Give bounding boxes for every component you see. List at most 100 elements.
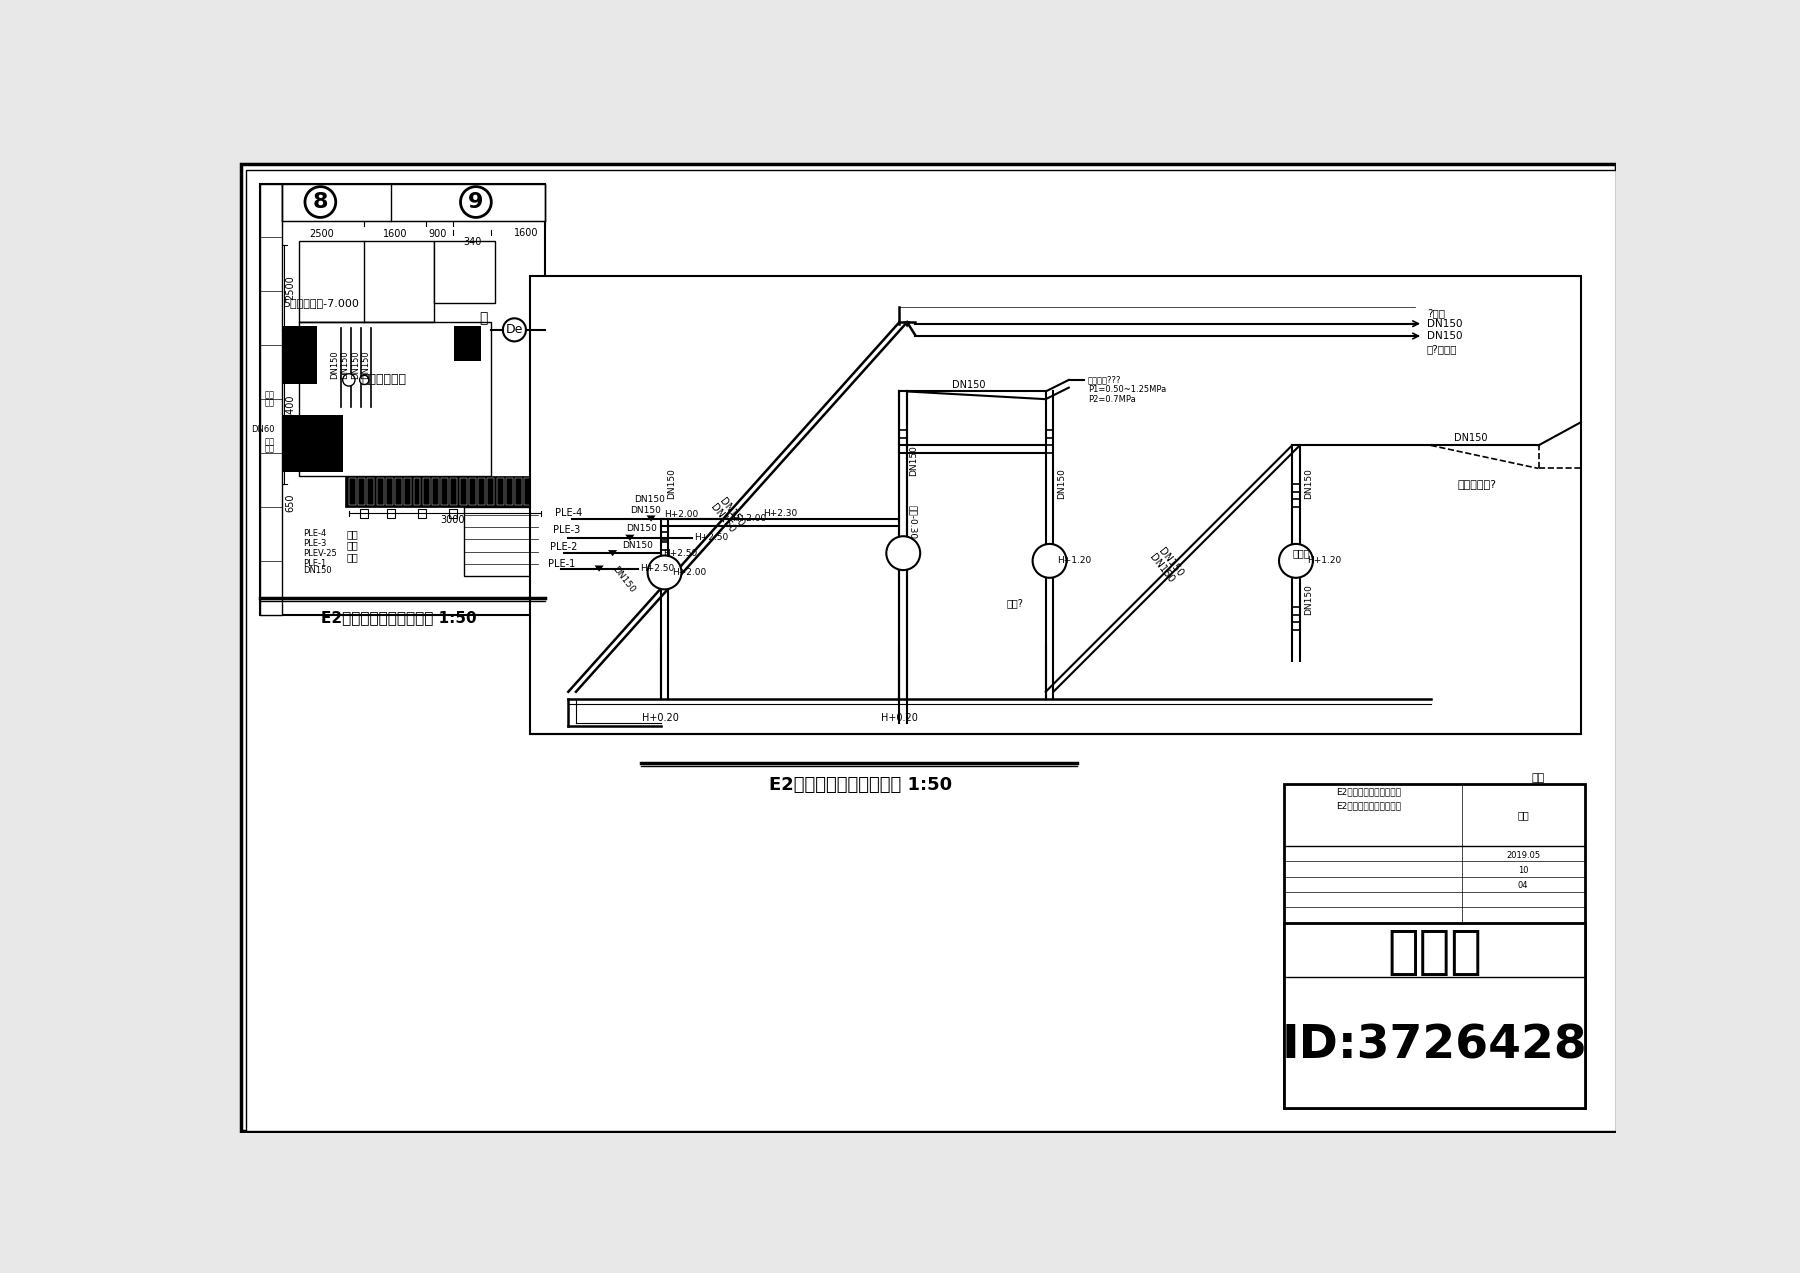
Text: 库: 库 (479, 312, 488, 326)
Text: 欧模网: 欧模网 (1094, 232, 1136, 251)
Text: 2500: 2500 (310, 229, 335, 239)
Bar (1285, 923, 1584, 1108)
Text: 排水: 排水 (265, 398, 274, 407)
Text: DN150: DN150 (707, 503, 736, 535)
Text: H+1.20: H+1.20 (1307, 556, 1341, 565)
Text: PLE-1: PLE-1 (547, 559, 576, 569)
Text: www.om.cn: www.om.cn (547, 554, 619, 568)
Text: DN150: DN150 (909, 446, 918, 476)
Text: E2楼湿式报警阀间平面图 1:50: E2楼湿式报警阀间平面图 1:50 (320, 610, 477, 625)
Text: 340: 340 (463, 238, 481, 247)
Text: ID:3726428: ID:3726428 (1282, 1023, 1588, 1068)
Bar (367, 477, 374, 505)
Circle shape (304, 187, 337, 218)
Text: 厕所: 厕所 (265, 437, 274, 446)
Circle shape (461, 187, 491, 218)
Circle shape (648, 555, 682, 589)
Bar (387, 508, 394, 518)
Bar (529, 276, 1580, 735)
Text: 欧模网: 欧模网 (1094, 743, 1136, 764)
Text: H+1.20: H+1.20 (1057, 556, 1091, 565)
Bar (405, 477, 410, 505)
Circle shape (1033, 544, 1066, 578)
Text: 排风: 排风 (265, 444, 274, 453)
Text: DN150: DN150 (630, 507, 661, 516)
Text: PLE-4: PLE-4 (302, 530, 326, 538)
Circle shape (1280, 544, 1312, 578)
Bar (301, 326, 317, 383)
Text: 1600: 1600 (383, 229, 407, 239)
Text: www.om.cn: www.om.cn (1256, 894, 1328, 906)
Bar (661, 532, 668, 540)
Bar (459, 477, 466, 505)
Bar (360, 508, 369, 518)
Text: DN150: DN150 (716, 496, 745, 528)
Text: 5水坑底标高-7.000: 5水坑底标高-7.000 (283, 298, 360, 308)
Bar (385, 477, 392, 505)
Bar (900, 430, 907, 438)
Text: www.om.cn: www.om.cn (547, 724, 619, 737)
Text: De: De (506, 323, 524, 336)
Text: PLEV-25: PLEV-25 (302, 550, 337, 559)
Bar (414, 477, 421, 505)
Bar (900, 446, 907, 453)
Text: 3000: 3000 (441, 514, 464, 524)
Polygon shape (904, 321, 911, 327)
Text: E2楼湿式报警阀间系统图 1:50: E2楼湿式报警阀间系统图 1:50 (769, 777, 952, 794)
Text: H+0.20: H+0.20 (643, 713, 679, 723)
Bar (441, 477, 448, 505)
Text: www.om.cn: www.om.cn (547, 384, 619, 398)
Text: DN150: DN150 (1057, 468, 1066, 499)
Circle shape (342, 374, 355, 386)
Polygon shape (608, 550, 617, 556)
Bar (299, 242, 434, 322)
Text: 8: 8 (313, 192, 328, 213)
Text: DN150: DN150 (360, 350, 369, 379)
Text: DN150: DN150 (1454, 433, 1487, 443)
Bar (506, 477, 513, 505)
Bar (434, 242, 495, 303)
Bar (376, 477, 383, 505)
Bar (450, 477, 457, 505)
Text: 流量?: 流量? (1006, 598, 1024, 608)
Text: DN150: DN150 (1303, 584, 1312, 615)
Bar (479, 477, 486, 505)
Text: 欧模网: 欧模网 (1094, 405, 1136, 425)
Text: 欧模网: 欧模网 (1426, 574, 1467, 594)
Bar (283, 415, 344, 472)
Text: H+2.30: H+2.30 (763, 509, 797, 518)
Text: P1=0.50~1.25MPa: P1=0.50~1.25MPa (1087, 386, 1166, 395)
Text: 2500: 2500 (284, 275, 295, 300)
Text: www.om.cn: www.om.cn (1256, 384, 1328, 398)
Bar (358, 477, 365, 505)
Text: 欧模网: 欧模网 (749, 897, 788, 918)
Bar (261, 183, 545, 615)
Text: DN150: DN150 (1147, 552, 1175, 584)
Text: 总体: 总体 (1517, 810, 1528, 820)
Text: PLE-4: PLE-4 (554, 508, 581, 518)
Text: 3400: 3400 (284, 395, 295, 419)
Text: 消防: 消防 (265, 391, 274, 400)
Text: 欧模网: 欧模网 (1426, 405, 1467, 425)
Text: 1600: 1600 (515, 228, 538, 238)
Bar (261, 183, 283, 615)
Bar (524, 477, 531, 505)
Text: DN150: DN150 (1156, 546, 1184, 579)
Text: DN60: DN60 (250, 425, 274, 434)
Bar (1292, 622, 1300, 630)
Text: H+2.50: H+2.50 (641, 564, 675, 573)
Text: 04: 04 (1517, 881, 1528, 890)
Text: DN150: DN150 (610, 565, 637, 594)
Text: 欧模网: 欧模网 (1426, 897, 1467, 918)
Bar (470, 477, 475, 505)
Text: 欧模网: 欧模网 (749, 405, 788, 425)
Bar (283, 326, 299, 383)
Bar (283, 183, 545, 220)
Bar (1046, 446, 1053, 453)
Text: www.om.cn: www.om.cn (909, 554, 981, 568)
Bar (346, 476, 542, 507)
Bar (423, 477, 430, 505)
Text: H+2.00: H+2.00 (664, 510, 698, 519)
Bar (432, 477, 439, 505)
Text: DN150: DN150 (666, 468, 675, 499)
